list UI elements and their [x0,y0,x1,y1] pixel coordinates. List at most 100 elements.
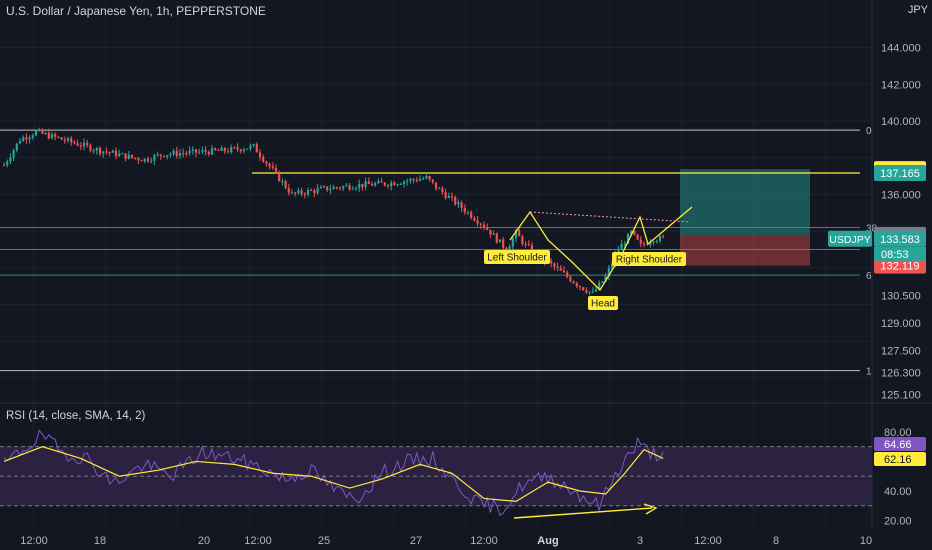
price-axis-tick: 132.119 [881,261,920,273]
currency-label: JPY [907,4,928,16]
candle-body [550,260,553,264]
candle-body [566,272,569,277]
candle-body [361,183,364,187]
candle-body [22,137,25,142]
rsi-axis-badge-62.16 [874,452,926,466]
price-axis-tick: 142.000 [881,79,921,91]
price-axis-badge-133.583 [874,230,926,247]
rsi-axis-tick: 64.66 [884,439,912,451]
candle-body [166,155,169,157]
position-stop-zone [680,234,810,266]
candle-body [284,181,287,188]
candle-body [287,187,290,193]
candle-body [130,154,134,158]
candle-body [63,139,66,141]
candle-body [418,179,422,181]
candle-body [306,190,310,195]
rsi-axis-badge-64.66 [874,437,926,451]
candle-body [370,184,374,186]
candle-body [300,190,303,194]
candle-body [262,157,265,162]
rsi-axis-tick: 40.00 [884,486,912,498]
candle-body [98,147,102,154]
candle-body [335,187,338,189]
candle-body [447,196,450,198]
candle-body [137,158,140,161]
candle-body [591,291,594,293]
candle-body [2,165,6,167]
level-label-5: 1 [866,367,872,378]
candle-body [460,202,463,209]
candle-body [242,149,246,152]
candle-body [194,149,198,153]
symbol-tag: USDJPY [829,234,870,246]
candle-body [623,243,626,245]
candle-body [297,190,300,194]
candle-body [463,208,466,213]
pattern-drawing [509,206,693,292]
annotation-box-1 [588,296,618,310]
candle-body [326,186,329,191]
candle-body [185,153,188,155]
candle-body [630,231,633,234]
candle-body [217,149,220,151]
candle-body [294,192,297,194]
candle-body [274,168,278,172]
level-label-4: 6 [866,271,872,282]
candle-body [457,202,460,205]
candle-body [207,151,210,155]
candle-body [92,150,95,152]
candle-body [18,141,22,144]
time-axis-tick: 3 [637,535,643,547]
candle-body [41,129,44,134]
candle-body [150,160,153,162]
time-axis-tick: 12:00 [470,535,498,547]
candle-body [31,135,34,138]
price-axis-tick: 129.000 [881,318,921,330]
candle-body [425,176,428,179]
time-axis-tick: 20 [198,535,210,547]
candle-body [518,230,521,237]
candle-body [454,196,457,205]
time-axis-tick: Aug [537,535,558,547]
candle-body [140,160,143,162]
time-axis-tick: 12:00 [244,535,272,547]
candle-body [178,153,182,156]
candle-body [553,263,556,267]
candle-body [50,134,54,139]
candle-body [374,183,377,186]
candle-body [252,144,255,146]
candle-body [511,238,514,247]
price-axis-tick: 140.000 [881,116,921,128]
candle-body [367,181,370,185]
candle-body [204,150,207,152]
candle-body [60,137,63,140]
level-label-0: 0 [866,126,872,137]
candle-body [476,220,479,224]
candle-body [127,154,130,159]
candle-body [236,147,239,150]
candle-body [658,236,662,242]
rsi-axis-tick: 80.00 [884,427,912,439]
symbol-tag-bg [828,230,872,247]
price-axis-badge-137.165 [874,165,926,182]
candle-body [303,193,306,195]
candle-body [121,153,124,155]
candle-body [38,129,41,131]
candle-body [498,239,502,243]
countdown-label: 08:53 [881,249,909,261]
candle-body [66,138,70,141]
candle-body [422,178,425,180]
candle-body [111,150,114,153]
candle-body [514,230,518,239]
candle-body [239,149,242,152]
candle-body [153,155,156,161]
candle-body [86,142,89,146]
candle-body [342,186,345,189]
candle-body [601,281,604,283]
candle-body [396,184,399,186]
candle-body [169,154,172,156]
time-axis-tick: 8 [773,535,779,547]
candle-body [505,247,508,252]
